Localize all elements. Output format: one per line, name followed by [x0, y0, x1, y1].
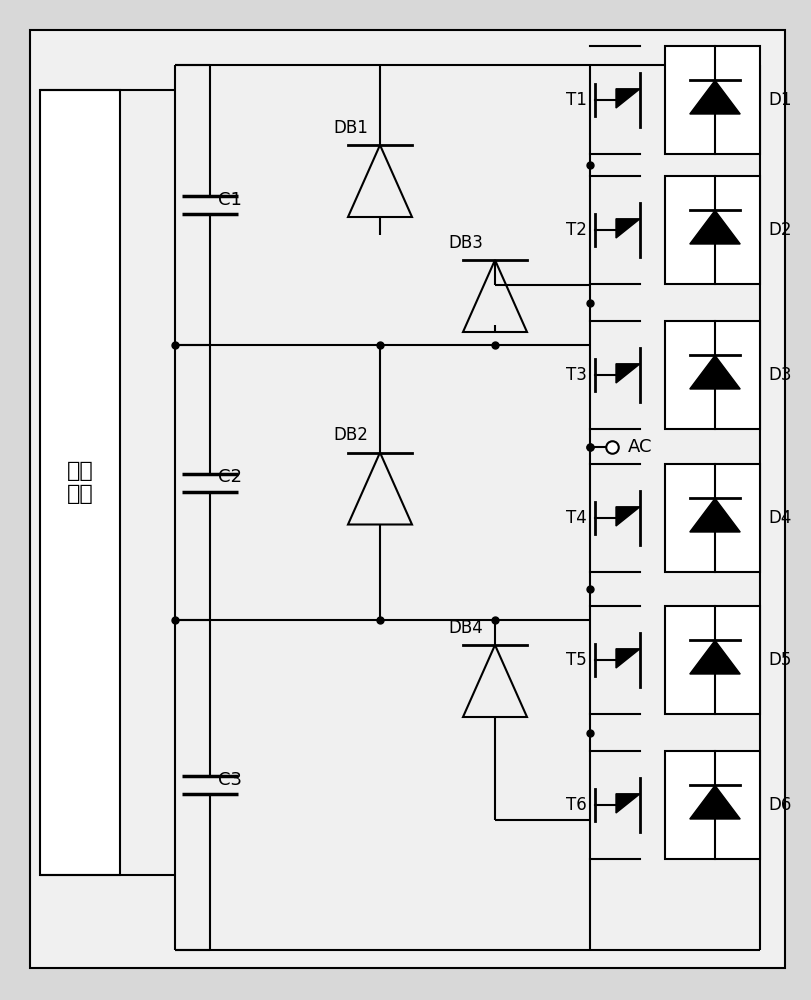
Text: D5: D5: [767, 651, 791, 669]
Text: T2: T2: [565, 221, 586, 239]
Bar: [664, 46, 759, 154]
Text: T5: T5: [566, 651, 586, 669]
Bar: [664, 606, 759, 714]
Bar: [664, 176, 759, 284]
Text: C3: C3: [217, 771, 242, 789]
Polygon shape: [616, 89, 639, 108]
Text: D6: D6: [767, 796, 791, 814]
Polygon shape: [689, 80, 740, 114]
Polygon shape: [689, 355, 740, 389]
Text: 直流
电源: 直流 电源: [67, 461, 93, 504]
Text: DB3: DB3: [448, 234, 483, 252]
Text: C2: C2: [217, 468, 242, 487]
Polygon shape: [616, 364, 639, 383]
Text: D2: D2: [767, 221, 791, 239]
Bar: [664, 464, 759, 572]
Text: AC: AC: [627, 438, 652, 456]
Polygon shape: [616, 507, 639, 526]
Text: T1: T1: [565, 91, 586, 109]
Bar: [40, 90, 120, 875]
Text: DB2: DB2: [333, 426, 367, 444]
Text: D4: D4: [767, 509, 791, 527]
Bar: [664, 321, 759, 429]
Text: D3: D3: [767, 366, 791, 384]
Polygon shape: [616, 649, 639, 668]
Polygon shape: [689, 785, 740, 819]
Text: D1: D1: [767, 91, 791, 109]
Polygon shape: [689, 498, 740, 532]
Polygon shape: [689, 210, 740, 244]
Text: DB4: DB4: [448, 619, 483, 637]
Text: DB1: DB1: [333, 119, 367, 137]
Text: T4: T4: [566, 509, 586, 527]
Text: C1: C1: [217, 191, 242, 209]
Bar: [664, 751, 759, 859]
Polygon shape: [616, 794, 639, 813]
Polygon shape: [616, 219, 639, 238]
Text: T6: T6: [566, 796, 586, 814]
Text: T3: T3: [565, 366, 586, 384]
Polygon shape: [689, 640, 740, 674]
